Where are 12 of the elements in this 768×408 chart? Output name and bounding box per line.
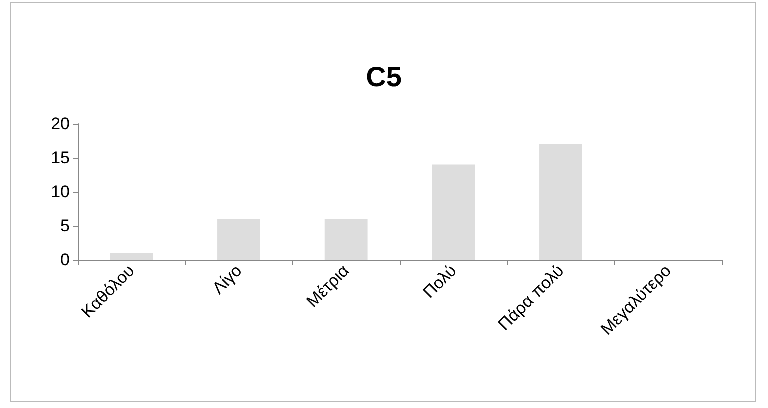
y-tick-label: 5	[60, 216, 70, 236]
bar	[218, 219, 260, 260]
x-tick-label: Λίγο	[208, 261, 246, 298]
bar	[540, 144, 582, 260]
bar	[432, 164, 476, 260]
chart-title: C5	[366, 62, 402, 92]
y-tick-label: 15	[51, 148, 70, 168]
bar	[110, 253, 154, 260]
y-tick-label: 20	[51, 114, 70, 134]
y-tick-label: 0	[60, 250, 70, 270]
bar	[324, 219, 368, 260]
y-tick-label: 10	[51, 182, 70, 202]
